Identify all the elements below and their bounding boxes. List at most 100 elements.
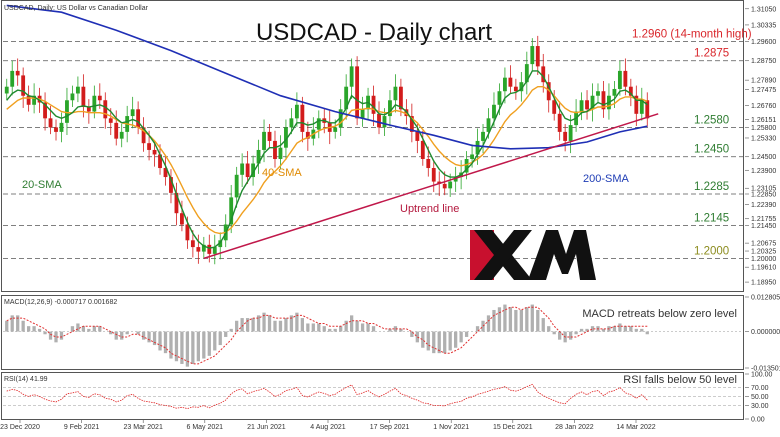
time-axis-tick-label: 1 Nov 2021 [433, 424, 469, 431]
price-axis-tick-label: 1.28750 [751, 58, 776, 65]
candle-body [234, 174, 239, 198]
candle-body [305, 131, 310, 139]
rsi-axis-tick-label: 100.00 [751, 372, 773, 379]
candle-body [86, 107, 91, 112]
time-axis-tick-label: 6 May 2021 [187, 424, 224, 431]
candle-body [355, 66, 360, 119]
candle-body [229, 197, 234, 225]
candle-body [158, 154, 162, 169]
candle-body [21, 75, 26, 96]
candle-body [442, 183, 447, 189]
uptrend-annotation: Uptrend line [400, 203, 459, 215]
candle-body [278, 147, 283, 159]
sma40-annotation: 40-SMA [262, 167, 302, 179]
rsi-line [6, 383, 648, 410]
candle-body [426, 158, 431, 169]
candle-body [557, 113, 562, 132]
candle-body [43, 102, 47, 119]
level-label: 1.2960 (14-month high) [632, 29, 752, 41]
macd-panel: 0.012805 0.000000 -0.013501 [3, 295, 780, 373]
candle-body [59, 122, 64, 132]
candle-body [141, 127, 146, 144]
candle-body [103, 100, 108, 119]
candle-body [628, 86, 633, 96]
candle-body [97, 95, 102, 101]
candle-body [262, 131, 266, 150]
candle-body [130, 109, 135, 117]
candle-body [639, 100, 644, 114]
candle-body [4, 86, 9, 94]
candle-body [26, 95, 31, 105]
candle-body [377, 113, 381, 128]
candle-body [360, 109, 365, 119]
candle-body [524, 64, 529, 83]
candle-body [284, 127, 288, 148]
candle-body [585, 100, 589, 110]
candle-body [300, 104, 305, 132]
candle-body [333, 127, 338, 132]
rsi-axis-tick-label: 30.00 [751, 403, 769, 410]
candle-body [344, 86, 349, 110]
level-label: 1.2450 [694, 144, 729, 156]
price-axis-tick-label: 1.21755 [751, 216, 776, 223]
moving-averages [6, 4, 659, 260]
candle-body [267, 131, 272, 141]
uptrend-line [203, 113, 659, 260]
candle-body [196, 247, 201, 252]
candle-body [256, 149, 261, 164]
price-panel-frame [1, 0, 744, 292]
candle-body [114, 122, 119, 139]
price-axis-tick-label: 1.30335 [751, 22, 776, 29]
sma200-line [6, 4, 648, 150]
candle-body [590, 95, 595, 110]
candle-body [201, 244, 206, 252]
time-axis-tick-label: 15 Dec 2021 [493, 424, 533, 431]
candle-body [596, 91, 600, 96]
candle-body [612, 88, 617, 96]
sma20-annotation: 20-SMA [22, 179, 62, 191]
rsi-header: RSI(14) 41.99 [4, 376, 48, 383]
candle-body [481, 131, 485, 141]
price-axis-tick-label: 1.25330 [751, 135, 776, 142]
price-axis-tick-label: 1.22850 [751, 192, 776, 199]
candle-body [190, 240, 195, 248]
candle-body [503, 77, 507, 92]
macd-note: MACD retreats below zero level [582, 308, 737, 320]
candle-body [212, 247, 217, 254]
candle-body [546, 82, 551, 101]
candle-body [475, 140, 480, 155]
price-axis-tick-label: 1.27890 [751, 78, 776, 85]
rsi-axis-tick-label: 0.00 [751, 417, 765, 424]
rsi-axis-tick-label: 50.00 [751, 394, 769, 401]
candle-body [579, 100, 584, 112]
time-axis-tick-label: 28 Jan 2022 [555, 424, 594, 431]
price-axis-tick-label: 1.20000 [751, 256, 776, 263]
candle-body [294, 104, 299, 119]
level-label: 1.2285 [694, 181, 729, 193]
candle-body [289, 118, 294, 128]
time-axis: 23 Dec 2020 9 Feb 2021 23 Mar 2021 6 May 20… [0, 420, 656, 431]
candle-body [492, 104, 496, 119]
candle-body [530, 46, 535, 65]
candle-body [415, 131, 420, 141]
candle-body [65, 100, 69, 123]
level-label: 1.2000 [694, 245, 729, 257]
level-label: 1.2580 [694, 114, 729, 126]
candle-body [409, 116, 414, 132]
macd-signal-line [6, 306, 648, 365]
candle-body [388, 100, 392, 117]
candle-body [349, 66, 354, 87]
sma200-annotation: 200-SMA [583, 173, 630, 185]
candle-body [81, 86, 86, 108]
macd-axis-tick-label: -0.013501 [751, 366, 780, 373]
macd-axis-tick-label: 0.000000 [751, 329, 780, 336]
candle-body [54, 127, 58, 132]
price-axis-tick-label: 1.25800 [751, 125, 776, 132]
price-axis: 1.31050 1.30335 1.29600 1.28750 1.27890 1.274… [745, 6, 776, 287]
candle-body [240, 163, 245, 175]
rsi-panel: 100.00 70.00 50.00 30.00 0.00 [3, 372, 773, 424]
candle-body [185, 224, 190, 241]
candle-body [464, 158, 469, 173]
candle-body [486, 118, 491, 132]
